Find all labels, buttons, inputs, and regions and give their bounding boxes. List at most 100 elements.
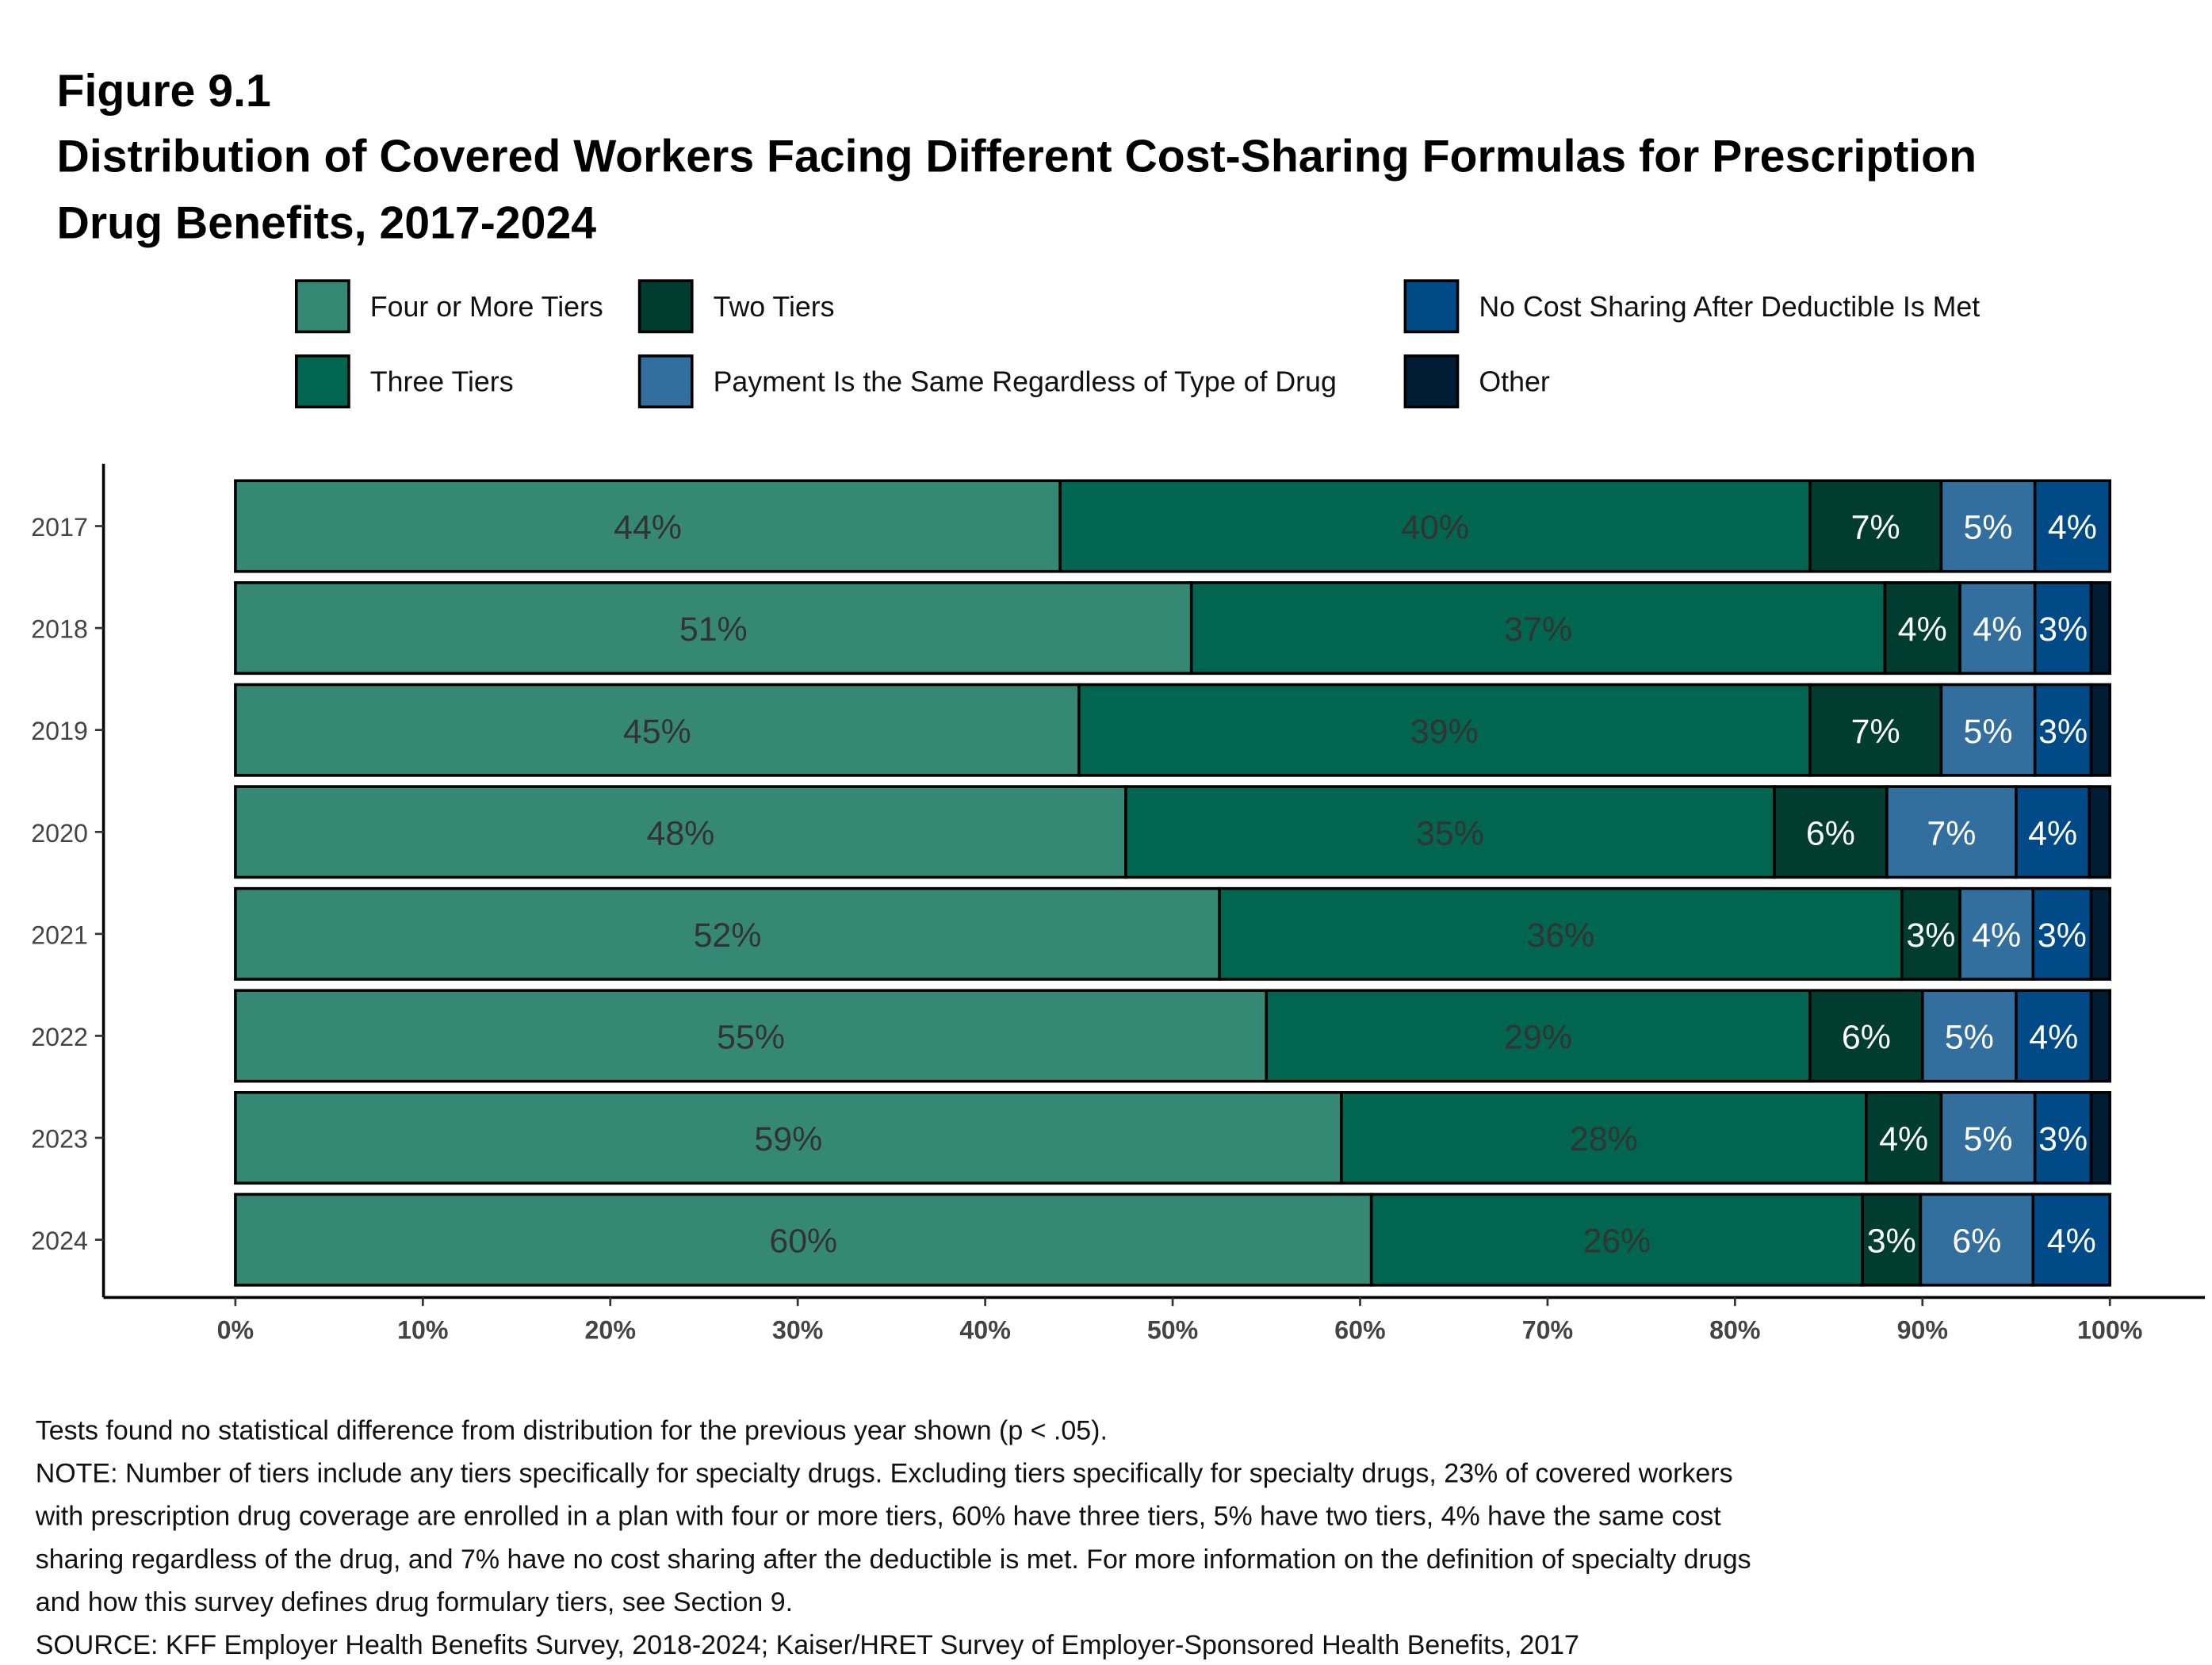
bar-segment bbox=[1883, 581, 1961, 676]
data-label: 3% bbox=[1906, 917, 1955, 955]
bar-segment bbox=[1958, 581, 2037, 676]
data-label: 3% bbox=[2038, 917, 2087, 955]
data-label: 26% bbox=[1582, 1223, 1651, 1261]
legend-label: Three Tiers bbox=[370, 366, 514, 398]
data-label: 6% bbox=[1806, 814, 1855, 852]
data-label: 5% bbox=[1964, 509, 2013, 547]
data-label: 39% bbox=[1410, 713, 1479, 751]
bar-segment bbox=[2089, 989, 2112, 1083]
legend-item: Three Tiers bbox=[295, 354, 514, 409]
y-tick-label: 2021 bbox=[31, 921, 88, 949]
x-tick-label: 80% bbox=[1709, 1315, 1760, 1344]
data-label: 44% bbox=[614, 509, 682, 547]
bar-row: 45% 39% 7% 5% 3% bbox=[234, 683, 2112, 777]
bar-segment bbox=[1058, 479, 1812, 573]
x-tick-label: 0% bbox=[217, 1315, 254, 1344]
bar-row: 44% 40% 7% 5% 4% bbox=[234, 479, 2112, 573]
y-tick-label: 2017 bbox=[31, 513, 88, 542]
bar-row: 55% 29% 6% 5% 4% bbox=[234, 989, 2112, 1083]
footnotes: Tests found no statistical difference fr… bbox=[35, 1415, 1751, 1660]
footnote-line: SOURCE: KFF Employer Health Benefits Sur… bbox=[36, 1630, 1579, 1660]
data-label: 45% bbox=[623, 713, 691, 751]
bar-segment bbox=[2089, 581, 2112, 676]
bar-segment bbox=[2033, 1091, 2093, 1185]
bar-segment bbox=[1124, 785, 1776, 879]
legend-label: Other bbox=[1479, 366, 1550, 398]
data-label: 4% bbox=[2029, 1019, 2078, 1057]
legend-item: Other bbox=[1403, 354, 1550, 409]
bar-segment bbox=[234, 886, 1221, 981]
y-tick-label: 2024 bbox=[31, 1227, 88, 1255]
data-label: 7% bbox=[1927, 814, 1976, 852]
y-tick-label: 2019 bbox=[31, 717, 88, 745]
data-label: 4% bbox=[1973, 610, 2022, 649]
legend-label: No Cost Sharing After Deductible Is Met bbox=[1479, 291, 1980, 323]
legend-item: Four or More Tiers bbox=[295, 279, 603, 334]
bar-segment bbox=[2088, 785, 2112, 879]
bar-segment bbox=[1265, 989, 1812, 1083]
data-label: 28% bbox=[1570, 1120, 1638, 1158]
legend-swatch bbox=[637, 279, 694, 334]
data-label: 4% bbox=[2047, 1223, 2096, 1261]
x-tick-label: 30% bbox=[772, 1315, 823, 1344]
bar-segment bbox=[2089, 886, 2112, 981]
bar-row: 52% 36% 3% 4% 3% bbox=[234, 886, 2112, 981]
footnote-line: and how this survey defines drug formula… bbox=[36, 1587, 793, 1617]
data-label: 52% bbox=[694, 917, 762, 955]
data-label: 4% bbox=[2048, 509, 2097, 547]
data-label: 37% bbox=[1504, 610, 1572, 649]
chart-title-line-2: Drug Benefits, 2017-2024 bbox=[57, 197, 597, 248]
x-tick-label: 60% bbox=[1334, 1315, 1385, 1344]
bar-segment bbox=[1861, 1192, 1923, 1287]
data-label: 6% bbox=[1952, 1223, 2001, 1261]
data-label: 40% bbox=[1401, 509, 1469, 547]
bar-row: 60% 26% 3% 6% 4% bbox=[234, 1192, 2112, 1287]
bar-segment bbox=[1808, 683, 1943, 777]
figure-label: Figure 9.1 bbox=[57, 66, 271, 117]
bar-segment bbox=[2031, 886, 2093, 981]
legend-item: Payment Is the Same Regardless of Type o… bbox=[637, 354, 1337, 409]
data-label: 7% bbox=[1851, 509, 1900, 547]
bar-segment bbox=[234, 1091, 1343, 1185]
y-tick-label: 2020 bbox=[31, 819, 88, 848]
x-tick-label: 100% bbox=[2077, 1315, 2142, 1344]
bar-segment bbox=[2033, 581, 2093, 676]
bar-segment bbox=[2089, 1091, 2112, 1185]
footnote-line: sharing regardless of the drug, and 7% h… bbox=[36, 1544, 1751, 1575]
bar-segment bbox=[234, 479, 1062, 573]
legend-label: Four or More Tiers bbox=[370, 291, 603, 323]
bar-row: 48% 35% 6% 7% 4% bbox=[234, 785, 2112, 879]
data-label: 5% bbox=[1964, 713, 2013, 751]
x-tick-label: 70% bbox=[1522, 1315, 1573, 1344]
bar-segment bbox=[1077, 683, 1812, 777]
data-label: 5% bbox=[1945, 1019, 1994, 1057]
bar-segment bbox=[1939, 683, 2037, 777]
x-tick-label: 50% bbox=[1147, 1315, 1198, 1344]
bar-segment bbox=[1808, 479, 1943, 573]
bar-segment bbox=[1939, 1091, 2037, 1185]
legend-swatch bbox=[1403, 279, 1460, 334]
legend-swatch bbox=[637, 354, 694, 409]
footnote-line: Tests found no statistical difference fr… bbox=[36, 1415, 1108, 1445]
data-label: 59% bbox=[754, 1120, 822, 1158]
bars: 44% 40% 7% 5% 4% 51% 37% 4% 4% 3% 45% 39% 7% 5% 3% 48% 3… bbox=[234, 479, 2112, 1287]
legend-swatch bbox=[295, 354, 350, 409]
legend-item: Two Tiers bbox=[637, 279, 835, 334]
bar-segment bbox=[234, 581, 1193, 676]
data-label: 3% bbox=[2038, 1120, 2088, 1158]
bar-segment bbox=[1218, 886, 1904, 981]
data-label: 29% bbox=[1504, 1019, 1572, 1057]
data-label: 7% bbox=[1851, 713, 1900, 751]
legend: Four or More Tiers Three Tiers Two Tiers Pa… bbox=[295, 279, 1980, 409]
data-label: 3% bbox=[2038, 713, 2088, 751]
chart-title-line-1: Distribution of Covered Workers Facing D… bbox=[57, 131, 1977, 182]
data-label: 36% bbox=[1527, 917, 1595, 955]
bar-segment bbox=[234, 1192, 1373, 1287]
data-label: 4% bbox=[2028, 814, 2077, 852]
x-tick-label: 40% bbox=[959, 1315, 1010, 1344]
bar-segment bbox=[2033, 479, 2112, 573]
bar-row: 51% 37% 4% 4% 3% bbox=[234, 581, 2112, 676]
data-label: 6% bbox=[1842, 1019, 1891, 1057]
footnote-line: NOTE: Number of tiers include any tiers … bbox=[36, 1458, 1733, 1488]
